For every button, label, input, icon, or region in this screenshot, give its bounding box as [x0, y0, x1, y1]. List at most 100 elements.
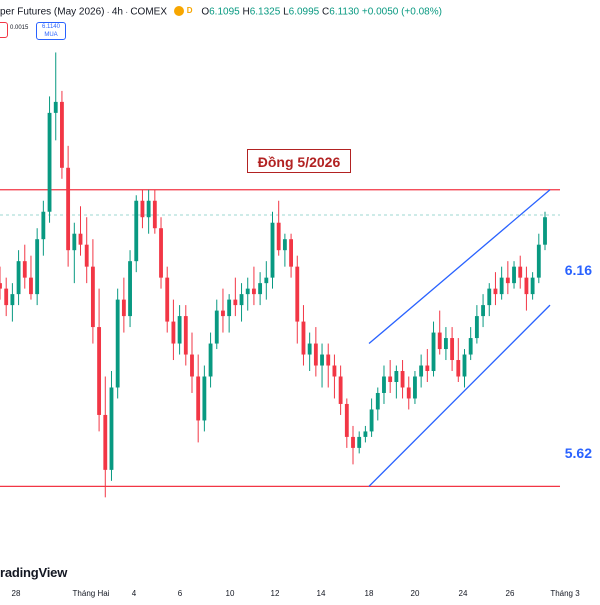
candle: [4, 277, 9, 317]
candle: [165, 266, 170, 333]
x-tick-label: 6: [178, 589, 183, 598]
candle: [115, 288, 120, 399]
candle-body: [66, 167, 71, 251]
candle: [530, 272, 535, 300]
candle-body: [10, 294, 15, 306]
candle: [289, 233, 293, 278]
candle: [443, 327, 448, 361]
candle-body: [474, 316, 479, 339]
candle-body: [208, 343, 213, 377]
candle-body: [233, 299, 238, 306]
x-tick-label: 26: [506, 589, 515, 598]
candle: [450, 327, 455, 372]
candle: [90, 239, 95, 344]
candle-body: [171, 321, 176, 344]
candle: [282, 233, 287, 267]
candle-body: [258, 283, 263, 295]
candle: [140, 189, 145, 229]
candle-body: [468, 338, 473, 355]
candle: [382, 365, 386, 404]
candle: [159, 217, 163, 289]
delayed-badge: D: [186, 6, 193, 15]
symbol-name[interactable]: per Futures (May 2026): [0, 6, 105, 18]
candle: [146, 189, 151, 234]
candle: [425, 349, 430, 382]
x-tick-label: 18: [365, 589, 374, 598]
candle: [307, 332, 312, 372]
candle: [437, 310, 442, 355]
candle: [252, 266, 256, 306]
candle-body: [530, 277, 535, 295]
candle-body: [512, 266, 516, 284]
candle-body: [183, 316, 188, 355]
candle-body: [202, 376, 207, 421]
candle: [518, 255, 523, 289]
resistance-level-label: 6.16: [560, 262, 596, 278]
channel-upper-line[interactable]: [368, 189, 551, 345]
candle-body: [121, 299, 126, 317]
tradingview-logo: radingView: [0, 565, 68, 580]
candle-body: [72, 233, 77, 251]
candle-body: [227, 299, 232, 317]
candle: [468, 327, 473, 361]
sell-button[interactable]: [0, 22, 8, 38]
candle: [208, 332, 213, 388]
interval-label[interactable]: 4h: [111, 6, 123, 18]
close-value: 6.1130: [329, 6, 360, 18]
candle: [47, 96, 52, 223]
candle-body: [400, 371, 405, 388]
x-tick-label: Tháng 3: [550, 589, 580, 598]
candle: [221, 288, 225, 333]
x-tick-label: 28: [12, 589, 21, 598]
candle: [183, 305, 188, 366]
open-value: 6.1095: [209, 6, 240, 18]
candle: [388, 360, 393, 393]
candle-body: [413, 376, 417, 399]
candle-body: [252, 288, 256, 295]
candle: [233, 277, 238, 317]
candle-body: [431, 332, 436, 372]
buy-label: MUA: [44, 32, 58, 38]
candle: [60, 90, 64, 179]
candle-body: [245, 288, 250, 295]
candle-body: [214, 310, 219, 344]
candle-body: [177, 316, 182, 344]
candle-body: [146, 200, 151, 218]
candle-body: [481, 305, 485, 317]
candle: [29, 255, 33, 300]
x-tick-label: 4: [132, 589, 137, 598]
candle-body: [109, 387, 114, 470]
candle-body: [41, 211, 46, 240]
candle: [313, 327, 318, 377]
x-tick-label: Tháng Hai: [73, 589, 110, 598]
candle: [202, 365, 207, 432]
candle-body: [190, 354, 194, 377]
change-value: +0.0050 (+0.08%): [361, 6, 442, 18]
candle-body: [35, 239, 40, 295]
candle: [413, 371, 417, 404]
candle: [505, 261, 510, 295]
candle-body: [313, 343, 318, 366]
candle: [536, 233, 541, 284]
candle-body: [344, 403, 349, 437]
candle: [431, 321, 436, 377]
candle: [487, 283, 492, 317]
candle-body: [115, 299, 120, 388]
candle: [190, 332, 194, 393]
candle-body: [443, 338, 448, 350]
candle-body: [276, 222, 281, 251]
candle: [493, 272, 498, 306]
candle: [276, 200, 281, 256]
market-status-icon: [173, 6, 184, 16]
candle-body: [351, 436, 355, 448]
x-tick-label: 20: [411, 589, 420, 598]
candle: [239, 283, 244, 322]
candle: [474, 305, 479, 344]
candle: [499, 266, 504, 300]
channel-lower-line[interactable]: [368, 304, 551, 487]
buy-button[interactable]: 6.1140 MUA: [36, 22, 66, 40]
candle-body: [53, 101, 58, 113]
candle-body: [326, 354, 331, 366]
candle: [134, 195, 139, 273]
